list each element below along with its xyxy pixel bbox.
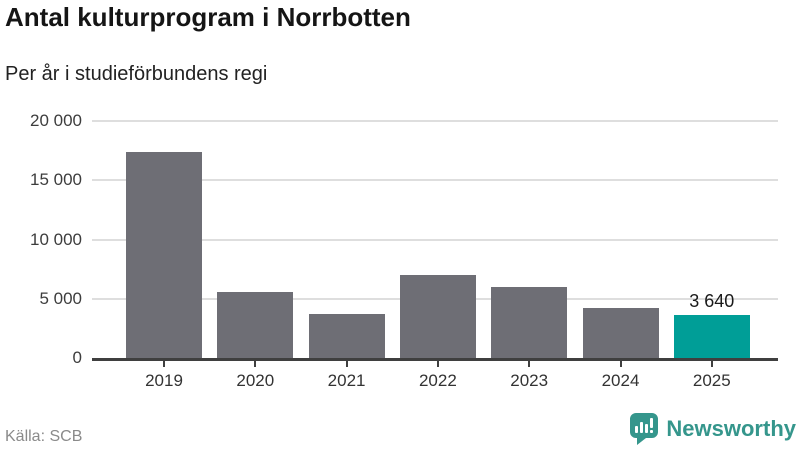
- x-tick-2020: [254, 361, 257, 367]
- bar-2021[interactable]: [308, 314, 385, 358]
- x-axis-label-2020: 2020: [236, 371, 275, 390]
- y-axis-label-10000: 10 000: [30, 229, 82, 249]
- bar-2019[interactable]: [126, 151, 202, 358]
- page-title: Antal kulturprogram i Norrbotten: [5, 2, 411, 32]
- x-tick-2025: [710, 361, 713, 367]
- y-axis-label-20000: 20 000: [30, 111, 82, 130]
- plot-area: 3 640: [92, 120, 778, 361]
- y-axis-label-0: 0: [72, 348, 82, 367]
- y-axis: 0 5 000 10 000 15 000 20 000: [0, 112, 82, 367]
- bar-2020[interactable]: [217, 291, 294, 358]
- bar-2024[interactable]: [582, 307, 659, 358]
- x-tick-2024: [619, 361, 622, 367]
- gridline-10000: [92, 238, 778, 241]
- gridline-20000: [92, 120, 778, 122]
- gridline-15000: [92, 179, 778, 182]
- chart-subtitle: Per år i studieförbundens regi: [5, 63, 268, 85]
- x-tick-2022: [436, 361, 439, 367]
- x-axis-label-2021: 2021: [327, 371, 366, 390]
- x-axis-label-2023: 2023: [510, 371, 549, 390]
- newsworthy-logo-link[interactable]: Newsworthy: [630, 412, 796, 446]
- source-note: Källa: SCB: [5, 428, 83, 445]
- x-tick-2021: [345, 361, 348, 367]
- y-axis-label-15000: 15 000: [30, 170, 82, 190]
- x-axis: 2019 2020 2021 2022 2023 2024 2025: [92, 361, 778, 397]
- newsworthy-wordmark: Newsworthy: [666, 416, 796, 441]
- bar-2023[interactable]: [491, 286, 568, 358]
- newsworthy-speech-bubble-chart-icon: [630, 413, 659, 445]
- bar-value-label: 3 640: [689, 290, 735, 311]
- x-tick-2023: [528, 361, 531, 367]
- x-tick-2019: [163, 361, 165, 367]
- bar-2022[interactable]: [399, 275, 476, 358]
- x-axis-label-2024: 2024: [601, 371, 640, 390]
- x-axis-label-2022: 2022: [418, 371, 457, 390]
- bar-2025[interactable]: [673, 314, 750, 358]
- x-axis-label-2025: 2025: [692, 371, 731, 390]
- y-axis-label-5000: 5 000: [39, 288, 82, 308]
- x-axis-label-2019: 2019: [145, 371, 183, 390]
